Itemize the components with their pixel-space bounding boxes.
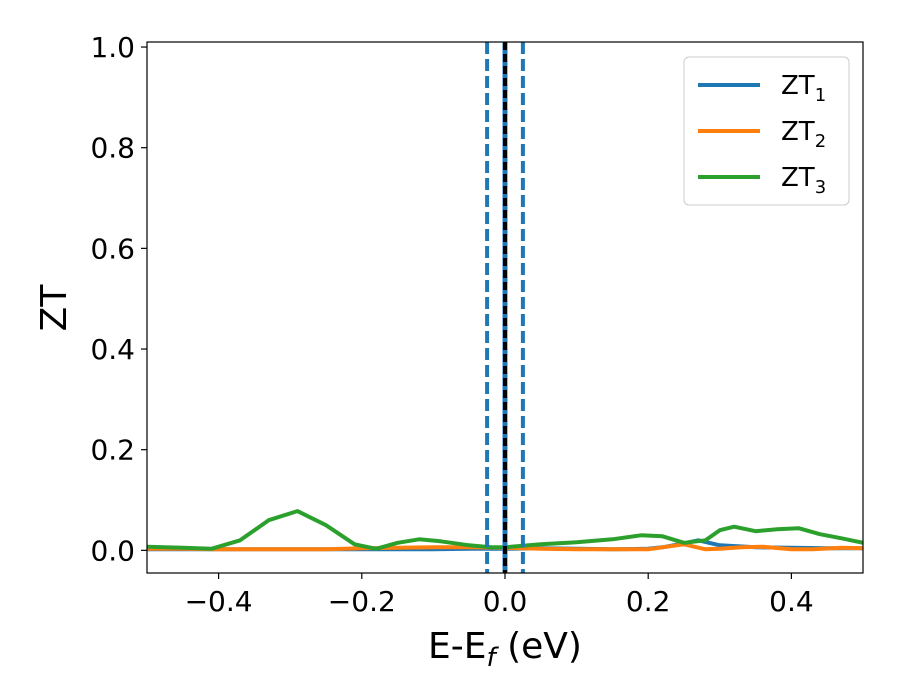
y-tick-label: 0.6 bbox=[90, 232, 135, 265]
x-tick-label: −0.4 bbox=[185, 585, 253, 618]
legend: ZT1 ZT2 ZT3 bbox=[683, 56, 850, 206]
plot-contents bbox=[147, 42, 863, 573]
legend-label-2: ZT2 bbox=[781, 117, 826, 152]
y-axis-ticks: 0.0 0.2 0.4 0.6 0.8 1.0 bbox=[90, 31, 147, 567]
x-axis-label-main: E-E bbox=[428, 626, 486, 667]
legend-label-3: ZT3 bbox=[781, 163, 826, 198]
series-line-2 bbox=[147, 542, 863, 552]
x-tick-label: 0.0 bbox=[483, 585, 528, 618]
y-tick-label: 0.2 bbox=[90, 434, 135, 467]
x-tick-label: 0.4 bbox=[769, 585, 814, 618]
y-tick-label: 0.0 bbox=[90, 534, 135, 567]
y-axis-label: ZT bbox=[34, 284, 75, 332]
x-axis-label: E-Ef (eV) bbox=[428, 626, 582, 673]
legend-box bbox=[683, 56, 850, 206]
x-axis-label-unit: (eV) bbox=[496, 626, 582, 667]
legend-label-1: ZT1 bbox=[781, 71, 826, 106]
y-tick-label: 1.0 bbox=[90, 31, 135, 64]
y-tick-label: 0.8 bbox=[90, 132, 135, 165]
x-tick-label: 0.2 bbox=[626, 585, 671, 618]
y-tick-label: 0.4 bbox=[90, 333, 135, 366]
x-tick-label: −0.2 bbox=[328, 585, 396, 618]
x-axis-ticks: −0.4 −0.2 0.0 0.2 0.4 bbox=[185, 573, 814, 618]
plot-area bbox=[146, 41, 864, 574]
